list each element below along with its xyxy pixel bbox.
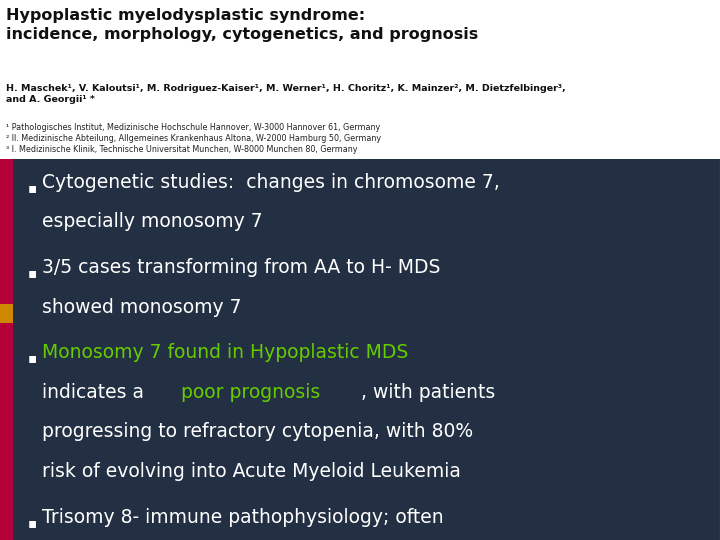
Text: showed monosomy 7: showed monosomy 7	[42, 298, 241, 316]
Text: ▪: ▪	[27, 352, 37, 366]
Text: indicates a: indicates a	[42, 383, 150, 402]
Text: H. Maschek¹, V. Kaloutsi¹, M. Rodriguez-Kaiser¹, M. Werner¹, H. Choritz¹, K. Mai: H. Maschek¹, V. Kaloutsi¹, M. Rodriguez-…	[6, 84, 565, 104]
Text: especially monosomy 7: especially monosomy 7	[42, 212, 262, 231]
Text: ¹ Pathologisches Institut, Medizinische Hochschule Hannover, W-3000 Hannover 61,: ¹ Pathologisches Institut, Medizinische …	[6, 123, 381, 154]
Text: 3/5 cases transforming from AA to H- MDS: 3/5 cases transforming from AA to H- MDS	[42, 258, 440, 277]
Text: , with patients: , with patients	[361, 383, 495, 402]
FancyBboxPatch shape	[0, 0, 720, 159]
Text: progressing to refractory cytopenia, with 80%: progressing to refractory cytopenia, wit…	[42, 422, 473, 441]
Text: ▪: ▪	[27, 181, 37, 195]
Text: Cytogenetic studies:  changes in chromosome 7,: Cytogenetic studies: changes in chromoso…	[42, 173, 500, 192]
Text: ▪: ▪	[27, 266, 37, 280]
Text: Hypoplastic myelodysplastic syndrome:
incidence, morphology, cytogenetics, and p: Hypoplastic myelodysplastic syndrome: in…	[6, 8, 478, 42]
FancyBboxPatch shape	[0, 304, 13, 323]
Text: poor prognosis: poor prognosis	[181, 383, 320, 402]
Text: Trisomy 8- immune pathophysiology; often: Trisomy 8- immune pathophysiology; often	[42, 508, 444, 526]
Text: risk of evolving into Acute Myeloid Leukemia: risk of evolving into Acute Myeloid Leuk…	[42, 462, 461, 481]
FancyBboxPatch shape	[0, 323, 13, 540]
Text: ▪: ▪	[27, 516, 37, 530]
FancyBboxPatch shape	[0, 159, 13, 304]
Text: Monosomy 7 found in Hypoplastic MDS: Monosomy 7 found in Hypoplastic MDS	[42, 343, 408, 362]
